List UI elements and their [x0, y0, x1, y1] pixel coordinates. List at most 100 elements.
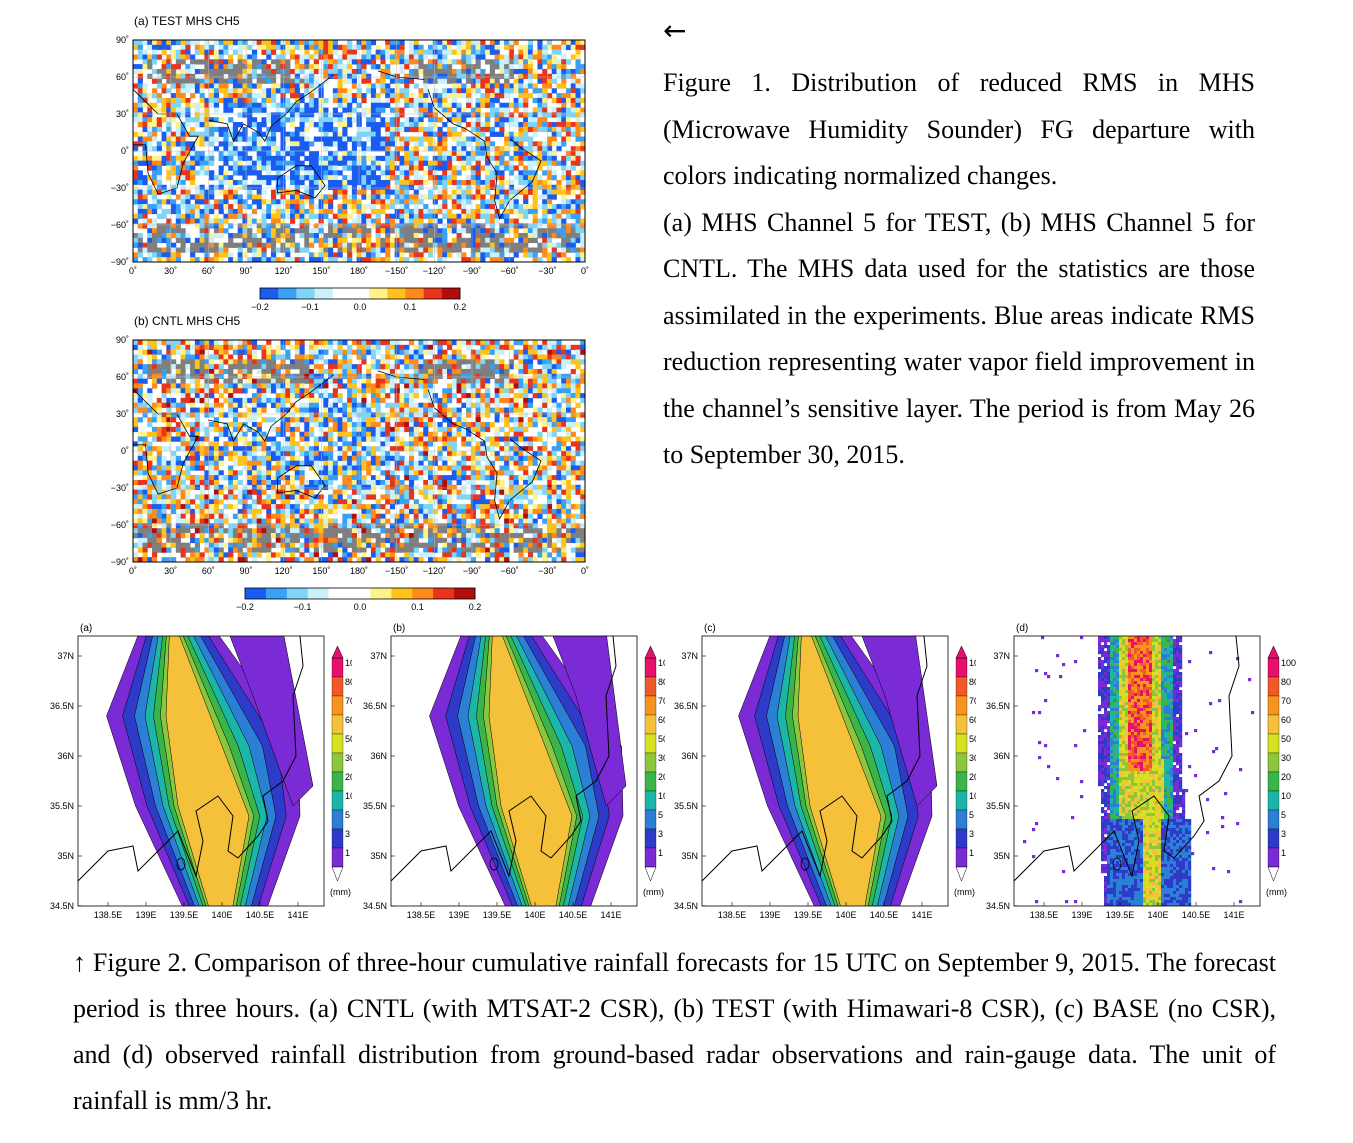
map-cell [580, 412, 586, 418]
map-cell [133, 368, 139, 375]
map-cell [313, 49, 319, 55]
map-cell [275, 368, 281, 375]
map-cell [518, 112, 524, 118]
map-cell [313, 233, 319, 239]
map-cell [323, 204, 329, 210]
map-cell [290, 68, 296, 75]
map-cell [285, 383, 291, 389]
map-cell [494, 155, 500, 162]
map-cell [366, 402, 372, 408]
map-cell [556, 213, 562, 219]
map-cell [580, 223, 586, 229]
map-cell [561, 155, 567, 162]
map-cell [304, 136, 310, 142]
map-cell [418, 49, 424, 55]
map-cell [423, 388, 429, 394]
map-cell [575, 175, 581, 181]
map-cell [546, 218, 553, 224]
map-cell [313, 54, 319, 60]
map-cell-land [251, 237, 258, 244]
map-cell [485, 208, 491, 215]
map-cell [361, 373, 367, 380]
map-cell-land [256, 59, 262, 65]
map-cell [199, 199, 205, 205]
map-cell [504, 247, 510, 253]
map-cell [475, 223, 481, 229]
map-cell [161, 397, 167, 404]
map-cell [551, 189, 557, 195]
map-cell [575, 393, 581, 399]
map-cell [299, 417, 305, 423]
map-cell [480, 179, 486, 186]
map-cell [242, 126, 248, 133]
map-cell [385, 68, 391, 75]
map-cell [394, 407, 400, 413]
map-cell [437, 402, 443, 408]
map-cell [156, 97, 162, 104]
map-cell-land [508, 359, 515, 365]
map-cell [432, 146, 438, 152]
map-cell-land [475, 59, 481, 65]
map-cell [270, 426, 277, 433]
map-cell [546, 412, 553, 418]
map-cell [194, 344, 201, 351]
map-cell [228, 257, 234, 263]
map-cell [332, 160, 338, 166]
map-cell-land [480, 373, 486, 380]
map-cell [285, 228, 291, 234]
map-cell [166, 237, 172, 244]
map-cell [423, 179, 429, 186]
map-cell [242, 175, 248, 181]
map-cell [408, 122, 415, 128]
map-cell [413, 117, 419, 123]
map-cell [199, 194, 205, 200]
map-cell [451, 199, 457, 205]
map-cell [389, 136, 396, 142]
map-cell [180, 199, 186, 205]
map-cell [185, 107, 191, 113]
map-cell [375, 349, 381, 355]
map-cell [337, 68, 343, 75]
map-cell [565, 204, 572, 210]
map-cell [580, 397, 586, 404]
map-cell [137, 252, 143, 258]
map-cell [133, 397, 139, 404]
map-cell [480, 165, 486, 171]
map-cell [218, 83, 224, 89]
map-cell [565, 73, 572, 80]
map-cell [394, 354, 400, 360]
map-cell [209, 388, 215, 394]
map-cell [237, 122, 243, 128]
map-cell [518, 417, 524, 423]
figure1-panel-b: (b) CNTL MHS CH5 90˚ 60˚ 30˚ 0˚ −30˚ −60˚ −90˚ 0… [100, 308, 600, 620]
map-cell [404, 184, 410, 191]
map-cell [209, 49, 215, 55]
map-cell [489, 165, 495, 171]
map-cell [551, 126, 557, 133]
map-cell [137, 397, 143, 404]
map-cell [256, 151, 262, 157]
map-cell [161, 340, 167, 346]
map-cell [290, 344, 296, 351]
map-cell [313, 349, 319, 355]
map-cell [228, 184, 234, 191]
map-cell [156, 204, 162, 210]
map-cell [256, 431, 262, 437]
map-cell [156, 54, 162, 60]
map-cell-land [508, 73, 515, 80]
map-cell [442, 54, 448, 60]
map-cell [209, 155, 215, 162]
map-cell [218, 412, 224, 418]
map-cell [256, 136, 262, 142]
map-cell [133, 344, 139, 351]
map-cell [180, 431, 186, 437]
map-cell [380, 146, 386, 152]
map-cell [323, 436, 329, 442]
map-cell [513, 146, 519, 152]
map-cell [561, 64, 567, 70]
map-cell [175, 155, 181, 162]
map-cell [147, 155, 153, 162]
map-cell [404, 204, 410, 210]
map-cell [280, 179, 286, 186]
map-cell [537, 373, 543, 380]
